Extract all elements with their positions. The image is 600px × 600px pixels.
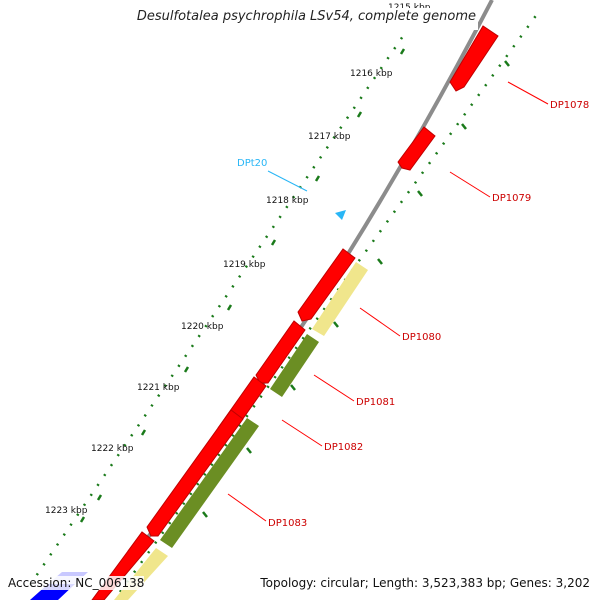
scale-label-1220: 1220 kbp: [181, 322, 224, 332]
feature-olive-1: [270, 334, 319, 397]
gene-DP1079: [397, 126, 436, 171]
scale-label-1216: 1216 kbp: [350, 69, 393, 79]
gene-labels: DP1078 DP1079 DP1080 DP1081 DP1082 DP108…: [268, 100, 589, 529]
gene-label-DP1081: DP1081: [356, 397, 395, 408]
gene-label-DP1078: DP1078: [550, 100, 589, 111]
gene-DP1080: [297, 248, 356, 322]
map-title: Desulfotalea psychrophila LSv54, complet…: [136, 9, 476, 24]
gene-DP1078: [449, 25, 499, 92]
scale-label-1218: 1218 kbp: [266, 196, 309, 206]
outer-tick-ring: [118, 9, 542, 593]
gene-label-DP1082: DP1082: [324, 442, 363, 453]
genome-backbone: [93, 0, 494, 600]
inner-tick-ring: [28, 13, 420, 586]
outer-major-ticks: [202, 60, 510, 518]
inner-major-ticks: [79, 48, 406, 523]
trna-DPt20: [335, 210, 346, 220]
scale-label-1223: 1223 kbp: [45, 506, 88, 516]
label-connectors: [227, 81, 549, 522]
scale-label-1221: 1221 kbp: [137, 383, 180, 393]
gene-DP1082: [146, 409, 244, 537]
scale-label-1222: 1222 kbp: [91, 444, 134, 454]
trna-label-DPt20: DPt20: [237, 158, 267, 169]
scale-label-1219: 1219 kbp: [223, 260, 266, 270]
gene-label-DP1083: DP1083: [268, 518, 307, 529]
gene-label-DP1080: DP1080: [402, 332, 441, 343]
trna-connector: [267, 170, 308, 192]
scale-label-1217: 1217 kbp: [308, 132, 351, 142]
feature-khaki-1: [312, 262, 368, 336]
gene-label-DP1079: DP1079: [492, 193, 531, 204]
feature-olive-2: [160, 418, 259, 548]
accession-text: Accession: NC_006138: [8, 576, 145, 590]
title-background: [118, 8, 478, 30]
topology-text: Topology: circular; Length: 3,523,383 bp…: [260, 576, 590, 590]
